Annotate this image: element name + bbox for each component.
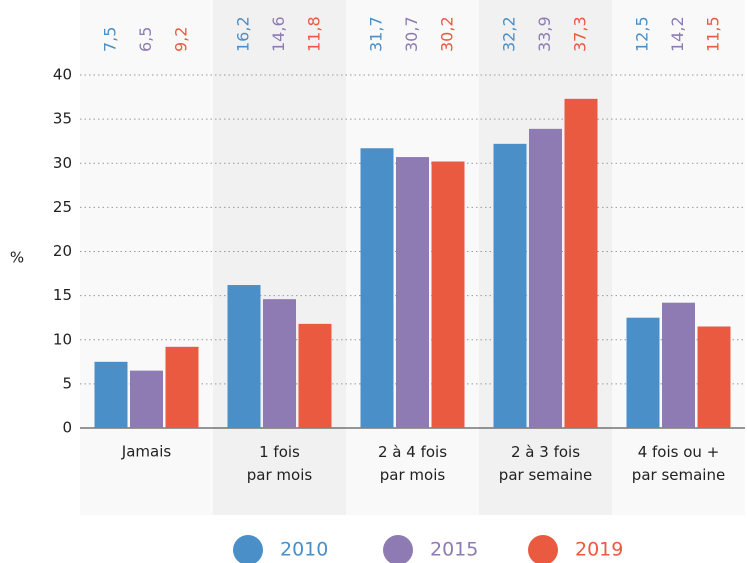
band-background bbox=[80, 0, 213, 515]
y-tick-label: 35 bbox=[53, 110, 72, 128]
bar bbox=[263, 299, 296, 428]
band-background bbox=[612, 0, 745, 515]
legend-swatch bbox=[528, 535, 558, 563]
value-label: 33,9 bbox=[535, 16, 554, 52]
y-tick-label: 40 bbox=[53, 66, 72, 84]
value-label: 11,8 bbox=[305, 16, 324, 52]
x-tick-label: 4 fois ou + par semaine bbox=[632, 443, 725, 484]
bar bbox=[564, 98, 598, 428]
bar bbox=[227, 285, 261, 428]
y-tick-label: 20 bbox=[53, 242, 72, 260]
value-label: 9,2 bbox=[172, 27, 191, 52]
value-label: 16,2 bbox=[234, 16, 253, 52]
bar bbox=[626, 317, 660, 428]
legend-label: 2010 bbox=[280, 539, 328, 561]
bar bbox=[697, 326, 731, 428]
y-tick-label: 10 bbox=[53, 330, 72, 348]
y-tick-label: 25 bbox=[53, 198, 72, 216]
value-label: 32,2 bbox=[500, 16, 519, 52]
y-tick-label: 5 bbox=[62, 374, 72, 392]
bar bbox=[431, 161, 465, 429]
y-tick-label: 0 bbox=[62, 419, 72, 437]
legend-swatch bbox=[383, 535, 413, 563]
bar bbox=[360, 148, 394, 428]
x-tick-label: Jamais bbox=[121, 443, 172, 461]
y-tick-label: 15 bbox=[53, 286, 72, 304]
value-label: 37,3 bbox=[571, 16, 590, 52]
value-label: 6,5 bbox=[136, 27, 155, 52]
x-tick-label: 2 à 3 fois par semaine bbox=[499, 443, 592, 484]
x-tick-label: 2 à 4 fois par mois bbox=[378, 443, 447, 484]
value-label: 30,2 bbox=[438, 16, 457, 52]
bar bbox=[396, 157, 429, 428]
bar bbox=[529, 128, 562, 428]
value-label: 14,2 bbox=[668, 16, 687, 52]
value-label: 14,6 bbox=[269, 16, 288, 52]
bar bbox=[165, 346, 199, 428]
value-label: 30,7 bbox=[402, 16, 421, 52]
bar bbox=[130, 370, 163, 428]
legend-label: 2019 bbox=[575, 539, 623, 561]
band-background bbox=[213, 0, 346, 515]
value-label: 31,7 bbox=[367, 16, 386, 52]
bar bbox=[662, 302, 695, 428]
y-axis-label: % bbox=[10, 249, 24, 267]
value-label: 7,5 bbox=[101, 27, 120, 52]
y-tick-label: 30 bbox=[53, 154, 72, 172]
bar bbox=[94, 361, 128, 428]
x-tick-label: 1 fois par mois bbox=[247, 443, 313, 484]
legend-label: 2015 bbox=[430, 539, 478, 561]
value-label: 12,5 bbox=[633, 16, 652, 52]
value-label: 11,5 bbox=[704, 16, 723, 52]
legend-swatch bbox=[233, 535, 263, 563]
bar bbox=[298, 323, 332, 428]
bar bbox=[493, 143, 527, 428]
